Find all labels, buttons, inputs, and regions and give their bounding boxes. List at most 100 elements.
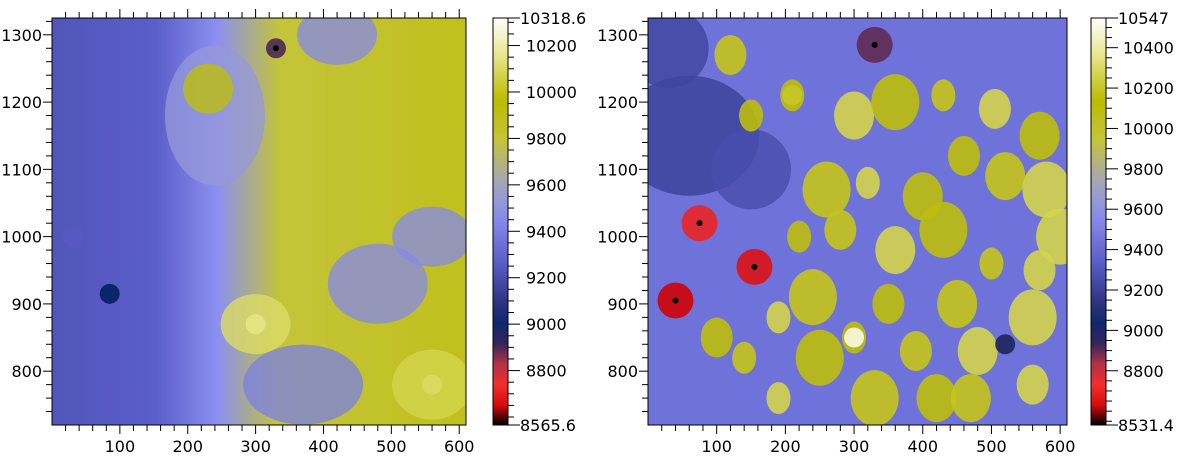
y-tick-label: 1100 (597, 160, 638, 179)
colorbar-tick-label: 9400 (1123, 241, 1164, 260)
heatmap-feature-core (672, 297, 679, 304)
field-blob (648, 18, 709, 89)
colorbar-tick-label: 9600 (526, 176, 567, 195)
field-blob (1022, 161, 1067, 218)
field-blob (978, 88, 1011, 129)
colorbar-tick-label: 9200 (526, 269, 567, 288)
x-tick-label: 300 (240, 437, 271, 456)
field-blob (872, 283, 905, 324)
x-tick-label: 400 (907, 437, 938, 456)
field-blob (937, 279, 978, 328)
field-blob (700, 317, 733, 358)
heatmap-feature (995, 334, 1016, 355)
y-tick-label: 1300 (1, 26, 42, 45)
colorbar-tick-label: 10000 (526, 83, 577, 102)
y-tick-label: 800 (607, 362, 638, 381)
heatmap-feature-core (696, 220, 703, 227)
field-blob (824, 209, 857, 250)
colorbar (1090, 17, 1107, 426)
y-tick-label: 900 (607, 295, 638, 314)
field-blob (327, 243, 428, 324)
x-tick-label: 300 (839, 437, 870, 456)
colorbar-tick-label: 9800 (1123, 160, 1164, 179)
field-blob (871, 74, 920, 131)
field-blob (931, 79, 956, 112)
colorbar-tick-label: 9000 (1123, 321, 1164, 340)
x-tick-label: 400 (308, 437, 339, 456)
y-tick-label: 1000 (1, 228, 42, 247)
colorbar-tick-label: 9400 (526, 222, 567, 241)
heatmap-feature (99, 283, 120, 304)
field-blob (855, 166, 880, 199)
field-blob (787, 220, 812, 253)
colorbar-max-label: 10318.6 (520, 9, 586, 28)
x-tick-label: 600 (1045, 437, 1076, 456)
field-blob (243, 344, 364, 425)
field-blob (1019, 111, 1060, 160)
field-blob (875, 226, 916, 275)
colorbar-tick-label: 10200 (526, 37, 577, 56)
x-tick-label: 100 (701, 437, 732, 456)
heatmap-feature (245, 314, 266, 335)
colorbar-tick-label: 8800 (1123, 362, 1164, 381)
field-blob (947, 135, 980, 176)
field-blob (183, 63, 234, 114)
field-blob (916, 374, 957, 423)
plot-frame (51, 17, 467, 426)
x-tick-label: 200 (172, 437, 203, 456)
field-blob (297, 18, 378, 65)
colorbar-tick-label: 10400 (1123, 39, 1174, 58)
heatmap-feature-core (871, 41, 878, 48)
field-blob (979, 247, 1004, 280)
field-blob (1016, 364, 1049, 405)
x-tick-label: 200 (770, 437, 801, 456)
field-blob (739, 99, 764, 132)
colorbar-tick-label: 9600 (1123, 200, 1164, 219)
colorbar-tick-label: 10200 (1123, 79, 1174, 98)
field-blob (957, 327, 998, 375)
y-tick-label: 1300 (597, 26, 638, 45)
y-tick-label: 900 (11, 295, 42, 314)
field-blob (766, 382, 791, 415)
colorbar-tick-label: 9800 (526, 129, 567, 148)
heatmap-feature-core (751, 263, 758, 270)
x-tick-label: 500 (976, 437, 1007, 456)
field-blob (795, 329, 844, 386)
field-blob (1036, 208, 1067, 265)
heatmap-field (648, 18, 1067, 425)
colorbar-max-label: 10547 (1118, 9, 1169, 28)
colorbar-tick-label: 8800 (526, 362, 567, 381)
field-blob (714, 35, 747, 75)
colorbar (492, 17, 509, 426)
field-blob (392, 206, 466, 267)
field-blob (902, 172, 943, 221)
heatmap-panel-right: 100 200 300 400 500 600 800 900 1000 1100 1200 1300… (597, 9, 1174, 456)
colorbar-min-label: 8531.4 (1118, 416, 1174, 435)
y-tick-label: 1100 (1, 160, 42, 179)
plot-frame (647, 17, 1068, 426)
y-tick-label: 1200 (597, 93, 638, 112)
field-blob (834, 91, 875, 140)
heatmap-feature (782, 85, 803, 106)
colorbar-tick-label: 10000 (1123, 119, 1174, 138)
y-tick-label: 1000 (597, 228, 638, 247)
colorbar-min-label: 8565.6 (520, 416, 576, 435)
field-blob (985, 152, 1026, 201)
field-blob (850, 370, 899, 425)
x-tick-label: 500 (376, 437, 407, 456)
field-blob (802, 161, 851, 218)
field-blob (1008, 289, 1057, 346)
heatmap-panel-left: 100 200 300 400 500 600 800 900 1000 1100 1200 1300… (1, 9, 586, 456)
colorbar-tick-label: 9200 (1123, 281, 1164, 300)
heatmap-feature (844, 327, 865, 348)
heatmap-feature (422, 374, 443, 395)
y-tick-label: 800 (11, 362, 42, 381)
field-blob (788, 269, 837, 326)
x-tick-label: 100 (105, 437, 136, 456)
field-blob (899, 331, 932, 371)
heatmap-field (52, 18, 466, 425)
field-blob (950, 374, 991, 423)
y-tick-label: 1200 (1, 93, 42, 112)
heatmap-feature-core (272, 45, 279, 52)
